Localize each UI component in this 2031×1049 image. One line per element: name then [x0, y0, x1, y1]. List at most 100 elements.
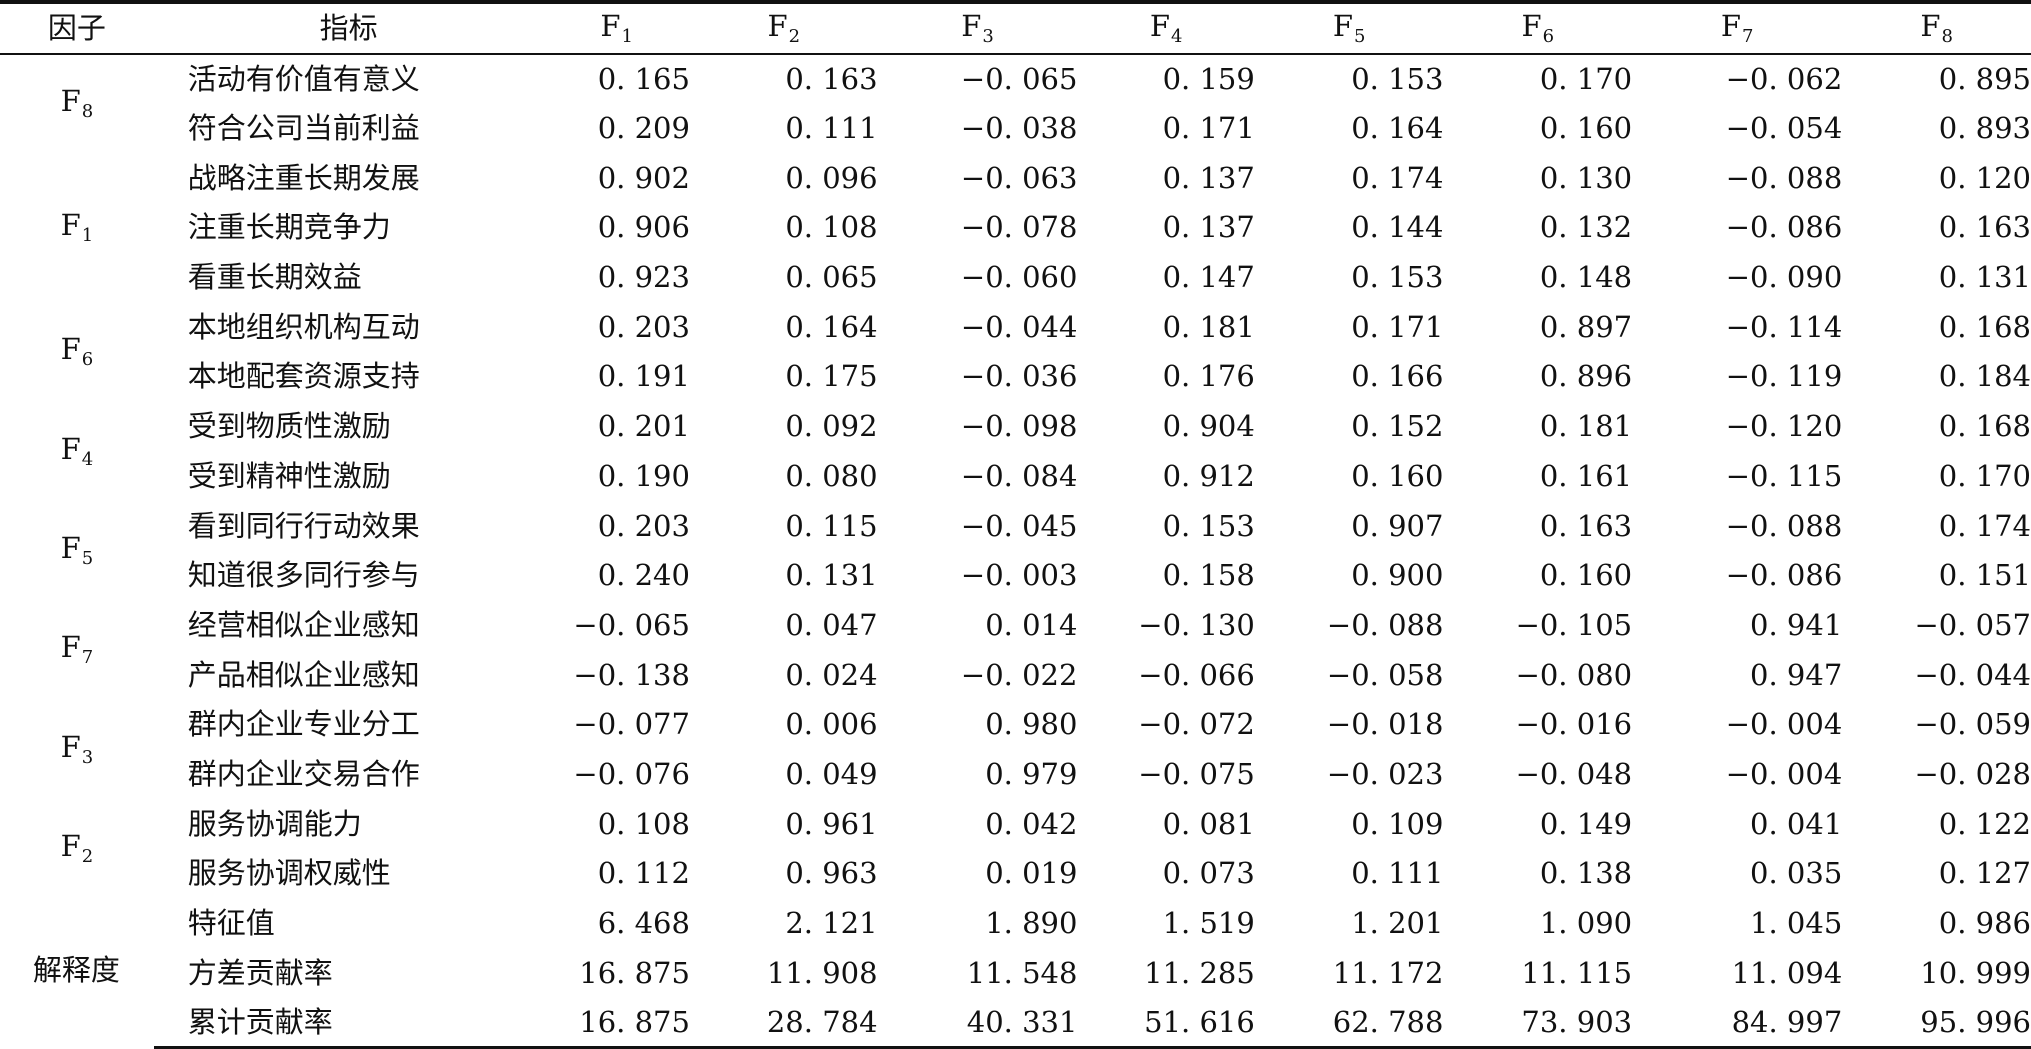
table-row: 看重长期效益 0. 923 0. 065 −0. 060 0. 147 0. 153 0. … — [0, 253, 2031, 303]
header-f7-main: F — [1720, 8, 1742, 43]
value-cell-f6: 0. 138 — [1539, 856, 1633, 891]
value-cell-f2: 0. 175 — [785, 359, 878, 394]
value-cell-f6: 0. 896 — [1539, 359, 1633, 394]
value-cell-f7: −0. 086 — [1725, 558, 1843, 593]
factor-label: F — [60, 332, 81, 367]
value-cell-f7: −0. 119 — [1725, 359, 1843, 394]
value-cell-f8: −0. 057 — [1914, 607, 2031, 642]
header-f5-sub: 5 — [1353, 25, 1366, 47]
value-cell-f7: −0. 062 — [1725, 61, 1843, 96]
value-cell-f7: 11. 094 — [1731, 955, 1843, 990]
factor-label: 解释度 — [32, 953, 120, 988]
value-cell-f2: 0. 963 — [785, 856, 878, 891]
header-f7: F7 — [1632, 0, 1843, 55]
value-cell-f8: −0. 028 — [1914, 756, 2031, 791]
value-cell-f5: 11. 172 — [1332, 955, 1444, 990]
indicator-cell: 方差贡献率 — [187, 955, 333, 990]
header-f8: F8 — [1842, 0, 2031, 55]
value-cell-f3: −0. 098 — [960, 409, 1078, 444]
value-cell-f6: 0. 163 — [1539, 508, 1633, 543]
table-row: F1 战略注重长期发展 0. 902 0. 096 −0. 063 0. 137 0. 17… — [0, 153, 2031, 244]
value-cell-f5: 0. 171 — [1351, 309, 1444, 344]
factor-subscript: 2 — [81, 846, 94, 867]
header-f4-main: F — [1149, 8, 1170, 43]
factor-label: F — [60, 207, 81, 242]
value-cell-f8: 0. 151 — [1938, 558, 2031, 593]
value-cell-f3: −0. 038 — [960, 111, 1078, 146]
value-cell-f8: 0. 168 — [1938, 309, 2031, 344]
indicator-cell: 看重长期效益 — [187, 260, 362, 295]
value-cell-f8: 0. 131 — [1938, 260, 2031, 295]
indicator-cell: 服务协调能力 — [187, 806, 362, 841]
value-cell-f8: 10. 999 — [1920, 955, 2031, 990]
value-cell-f1: −0. 076 — [573, 756, 690, 791]
value-cell-f1: 0. 190 — [597, 458, 690, 493]
value-cell-f5: −0. 023 — [1326, 756, 1444, 791]
value-cell-f6: −0. 048 — [1515, 756, 1633, 791]
indicator-cell: 活动有价值有意义 — [187, 61, 420, 96]
table-row: F6 本地组织机构互动 0. 203 0. 164 −0. 044 0. 181 0. 17… — [0, 302, 2031, 368]
value-cell-f7: −0. 004 — [1725, 756, 1843, 791]
value-cell-f3: −0. 045 — [960, 508, 1078, 543]
value-cell-f8: 0. 986 — [1938, 906, 2031, 941]
table-header: 因子 指标 F1 F2 F3 F4 F5 F6 F7 F8 — [0, 0, 2031, 55]
value-cell-f2: 0. 131 — [785, 558, 878, 593]
value-cell-f7: −0. 054 — [1725, 111, 1843, 146]
value-cell-f5: 1. 201 — [1351, 906, 1444, 941]
value-cell-f6: 0. 149 — [1539, 806, 1633, 841]
header-factor: 因子 — [0, 0, 154, 55]
header-f8-main: F — [1920, 8, 1941, 43]
value-cell-f1: 16. 875 — [543, 998, 690, 1049]
value-cell-f7: 0. 035 — [1750, 856, 1843, 891]
value-cell-f6: 0. 170 — [1539, 61, 1633, 96]
value-cell-f3: −0. 063 — [960, 160, 1078, 195]
factor-cell: F4 — [0, 402, 154, 501]
factor-subscript: 6 — [81, 349, 94, 371]
indicator-cell: 累计贡献率 — [153, 998, 544, 1049]
value-cell-f5: 0. 153 — [1351, 61, 1444, 96]
value-cell-f5: 0. 160 — [1351, 458, 1444, 493]
value-cell-f3: 11. 548 — [966, 955, 1078, 990]
value-cell-f1: 0. 165 — [597, 61, 690, 96]
value-cell-f8: 0. 163 — [1938, 210, 2031, 245]
indicator-cell: 特征值 — [187, 906, 275, 941]
value-cell-f2: 0. 024 — [785, 657, 878, 692]
value-cell-f3: −0. 044 — [960, 309, 1078, 344]
value-cell-f2: 0. 163 — [785, 61, 878, 96]
value-cell-f3: −0. 022 — [960, 657, 1078, 692]
value-cell-f8: 0. 184 — [1938, 359, 2031, 394]
factor-cell: F2 — [0, 799, 154, 898]
value-cell-f5: 0. 153 — [1351, 260, 1444, 295]
table-row: 产品相似企业感知 −0. 138 0. 024 −0. 022 −0. 066 −0. 0… — [0, 650, 2031, 700]
value-cell-f6: 0. 160 — [1539, 558, 1633, 593]
factor-cell: F3 — [0, 700, 154, 799]
header-f2: F2 — [689, 0, 878, 55]
value-cell-f1: −0. 138 — [573, 657, 690, 692]
value-cell-f4: 0. 073 — [1162, 856, 1255, 891]
table-row: 知道很多同行参与 0. 240 0. 131 −0. 003 0. 158 0. 900 0… — [0, 551, 2031, 601]
header-f3-sub: 3 — [982, 25, 994, 47]
value-cell-f5: 0. 109 — [1351, 806, 1444, 841]
factor-label: F — [60, 729, 81, 764]
value-cell-f2: 0. 961 — [785, 806, 878, 841]
factor-label: F — [60, 829, 81, 863]
value-cell-f7: 84. 997 — [1632, 998, 1843, 1049]
value-cell-f3: 40. 331 — [877, 998, 1078, 1049]
indicator-cell: 本地配套资源支持 — [187, 359, 420, 394]
indicator-cell: 群内企业交易合作 — [187, 756, 420, 791]
header-indicator: 指标 — [153, 0, 544, 55]
indicator-cell: 产品相似企业感知 — [187, 657, 420, 692]
indicator-cell: 符合公司当前利益 — [187, 111, 420, 146]
value-cell-f5: 0. 111 — [1351, 856, 1444, 891]
value-cell-f2: 0. 092 — [785, 409, 878, 444]
value-cell-f8: 0. 168 — [1938, 409, 2031, 444]
value-cell-f5: 0. 164 — [1351, 111, 1444, 146]
factor-subscript: 1 — [81, 224, 94, 246]
indicator-cell: 群内企业专业分工 — [187, 707, 420, 742]
value-cell-f5: −0. 058 — [1326, 657, 1444, 692]
indicator-cell: 战略注重长期发展 — [187, 160, 420, 195]
value-cell-f1: 0. 203 — [597, 309, 690, 344]
table-row: 累计贡献率 16. 875 28. 784 40. 331 51. 616 62. 788… — [0, 998, 2031, 1049]
value-cell-f5: −0. 088 — [1326, 607, 1444, 642]
